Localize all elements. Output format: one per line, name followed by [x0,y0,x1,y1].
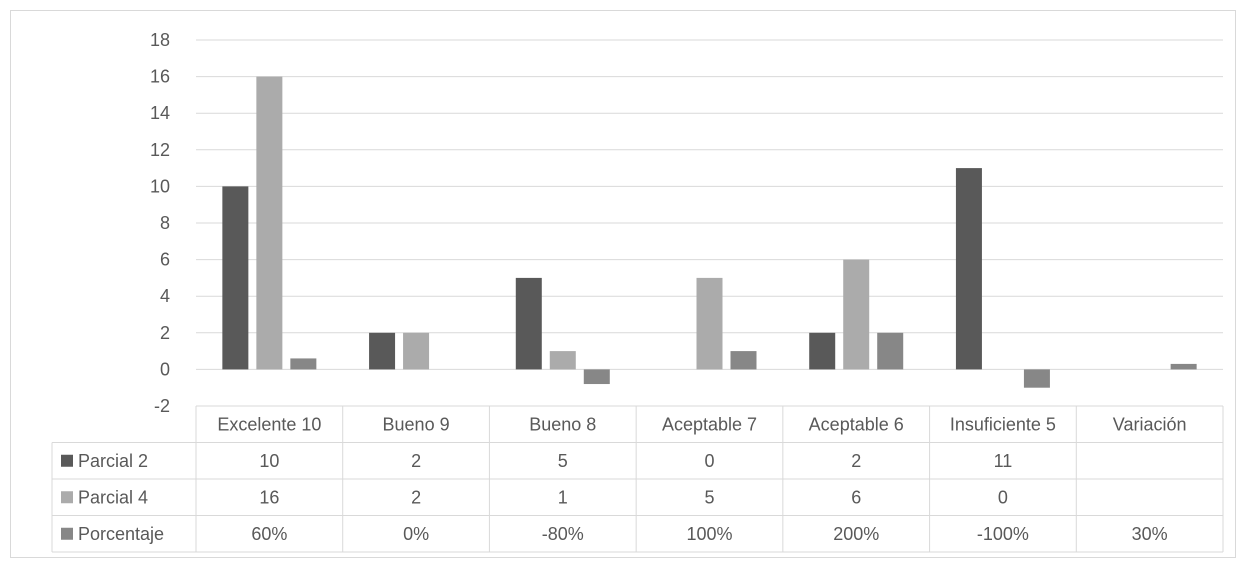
bar [809,332,836,370]
y-tick-label: 14 [150,103,170,123]
bars [222,76,1197,388]
data-label: 30% [1132,524,1168,544]
category-label: Bueno 9 [383,414,450,434]
bar [1170,363,1197,370]
bar [877,332,904,370]
data-label: 10 [259,451,279,471]
category-label: Insuficiente 5 [950,414,1056,434]
legend-key [61,454,73,467]
data-label: 2 [851,451,861,471]
data-label: -80% [542,524,584,544]
data-label: 0% [403,524,429,544]
bar [843,259,870,370]
data-label: 2 [411,451,421,471]
y-tick-label: 10 [150,176,170,196]
bar [1023,369,1050,388]
data-label: 60% [251,524,287,544]
y-tick-label: 16 [150,67,170,87]
y-tick-label: 8 [160,213,170,233]
y-tick-label: 2 [160,323,170,343]
data-label: 1 [558,487,568,507]
bar [222,186,249,370]
bar [290,358,317,370]
data-label: 16 [259,487,279,507]
bar [583,369,610,385]
bar [403,332,430,370]
chart-frame [10,10,1236,558]
data-label: 200% [833,524,879,544]
y-tick-label: -2 [154,396,170,416]
legend-entry: Porcentaje [78,524,164,544]
category-label: Aceptable 6 [809,414,904,434]
data-label: 6 [851,487,861,507]
bar [256,76,283,370]
legend-key [61,491,73,504]
legend-entry: Parcial 2 [78,451,148,471]
legend-key [61,527,73,540]
category-label: Bueno 8 [529,414,596,434]
bar [955,168,982,370]
bar [515,277,542,370]
data-label: 5 [704,487,714,507]
y-tick-label: 4 [160,286,170,306]
data-label: 5 [558,451,568,471]
y-tick-label: 0 [160,359,170,379]
legend-entry: Parcial 4 [78,487,148,507]
category-label: Aceptable 7 [662,414,757,434]
data-table: Excelente 10 Bueno 9 Bueno 8 Aceptable 7 Ace… [51,405,1224,553]
data-label: -100% [977,524,1029,544]
data-label: 0 [704,451,714,471]
data-label: 2 [411,487,421,507]
category-label: Excelente 10 [217,414,321,434]
bar [730,351,757,370]
y-tick-label: 12 [150,140,170,160]
data-label: 0 [998,487,1008,507]
y-axis: -2 0 2 4 6 8 10 12 14 16 18 [150,30,170,416]
y-tick-label: 18 [150,30,170,50]
bar [369,332,396,370]
bar [696,277,723,370]
y-tick-label: 6 [160,250,170,270]
data-label: 11 [994,451,1013,471]
data-label: 100% [686,524,732,544]
bar [549,351,576,370]
category-label: Variación [1113,414,1187,434]
